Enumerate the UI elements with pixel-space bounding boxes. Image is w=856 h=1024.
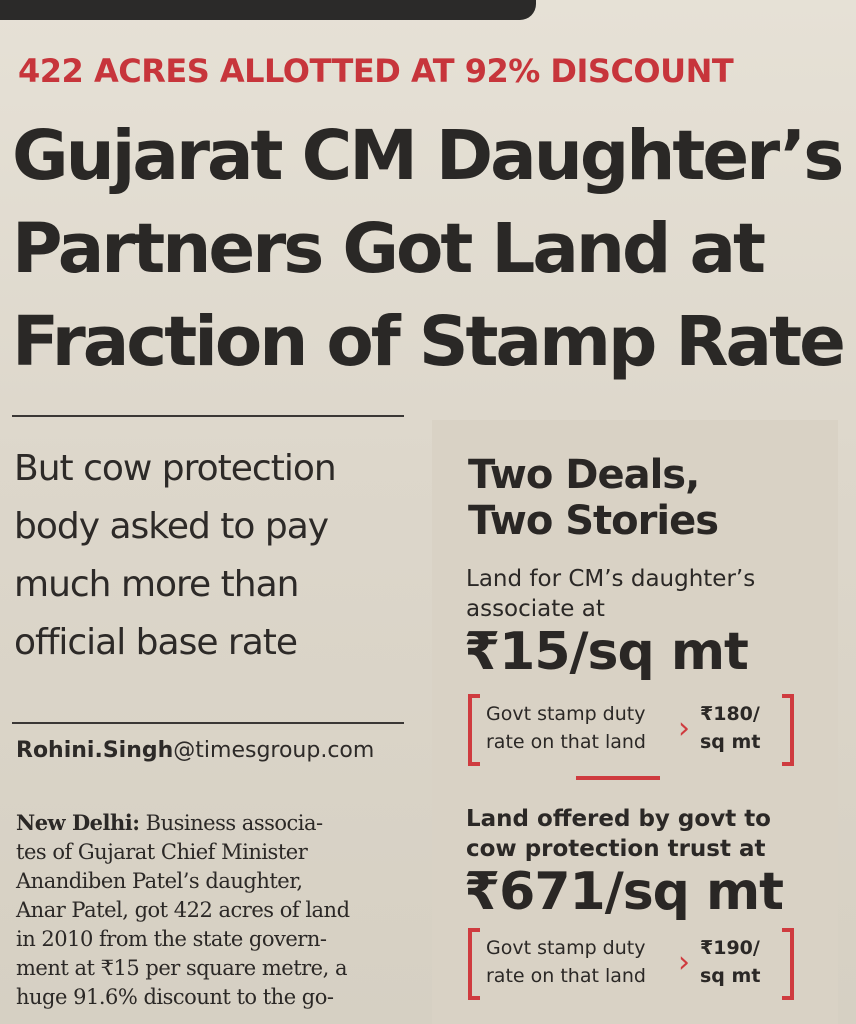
deck-line: body asked to pay: [14, 506, 329, 547]
byline-name: Rohini.Singh: [16, 738, 174, 763]
deal2-label: Land offered by govt to cow protection t…: [466, 806, 771, 862]
body-line: in 2010 from the state govern-: [16, 927, 327, 951]
dateline: New Delhi:: [16, 810, 140, 835]
stamp-value: ₹180/ sq mt: [700, 703, 761, 753]
deal1-stamp-box: Govt stamp duty rate on that land › ₹180…: [468, 694, 794, 766]
deal2-price: ₹671/sq mt: [464, 862, 784, 922]
stamp-label: Govt stamp duty rate on that land: [486, 937, 646, 987]
masthead-tab: [0, 0, 536, 20]
stamp-value: ₹190/ sq mt: [700, 937, 761, 987]
stamp-label: Govt stamp duty rate on that land: [486, 703, 646, 753]
bracket-right: [782, 694, 794, 766]
deck-line: much more than: [14, 564, 299, 605]
headline-line: Fraction of Stamp Rate: [12, 302, 846, 382]
body-line: Anandiben Patel’s daughter,: [16, 869, 303, 893]
article-body: New Delhi: Business associa- tes of Guja…: [16, 808, 406, 1012]
sidebar-box: [432, 420, 838, 1024]
divider: [12, 722, 404, 724]
headline-line: Partners Got Land at: [12, 209, 766, 289]
deal1-price: ₹15/sq mt: [464, 622, 749, 682]
body-line: tes of Gujarat Chief Minister: [16, 840, 308, 864]
byline-domain: @timesgroup.com: [173, 738, 375, 763]
deal2-stamp-box: Govt stamp duty rate on that land › ₹190…: [468, 928, 794, 1000]
chevron-right-icon: ›: [678, 945, 690, 980]
body-line: Anar Patel, got 422 acres of land: [16, 898, 350, 922]
bracket-right: [782, 928, 794, 1000]
body-line: New Delhi: Business associa-: [16, 810, 323, 835]
chevron-right-icon: ›: [678, 711, 690, 746]
kicker: 422 ACRES ALLOTTED AT 92% DISCOUNT: [18, 52, 734, 90]
deck: But cow protection body asked to pay muc…: [14, 440, 394, 672]
body-line: huge 91.6% discount to the go-: [16, 985, 334, 1009]
bracket-left: [468, 694, 480, 766]
red-divider: [576, 776, 660, 780]
deck-line: official base rate: [14, 622, 298, 663]
headline: Gujarat CM Daughter’s Partners Got Land …: [12, 110, 852, 389]
sidebar-title: Two Deals, Two Stories: [468, 452, 719, 544]
bracket-left: [468, 928, 480, 1000]
deck-line: But cow protection: [14, 448, 337, 489]
body-line: ment at ₹15 per square metre, a: [16, 956, 347, 980]
byline: Rohini.Singh@timesgroup.com: [16, 738, 374, 763]
divider: [12, 415, 404, 417]
deal1-label: Land for CM’s daughter’s associate at: [466, 566, 756, 622]
headline-line: Gujarat CM Daughter’s: [12, 116, 844, 196]
